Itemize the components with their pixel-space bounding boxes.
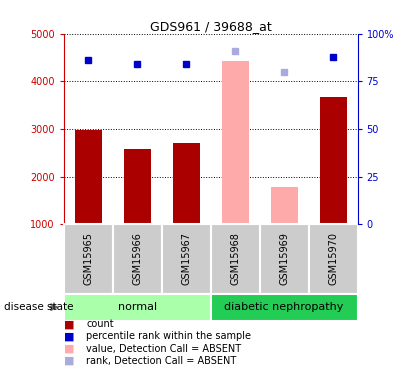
Text: ■: ■ [64,344,74,354]
Bar [113,224,162,294]
Text: value, Detection Call = ABSENT: value, Detection Call = ABSENT [86,344,241,354]
Text: diabetic nephropathy: diabetic nephropathy [224,302,344,312]
Text: GSM15970: GSM15970 [328,232,338,285]
Text: percentile rank within the sample: percentile rank within the sample [86,332,251,342]
Text: GSM15965: GSM15965 [83,232,93,285]
Text: ■: ■ [64,332,74,342]
Bar [162,224,211,294]
Bar [75,130,102,224]
Bar [320,97,346,224]
Bar [124,148,151,224]
Title: GDS961 / 39688_at: GDS961 / 39688_at [150,20,272,33]
Text: ■: ■ [64,356,74,366]
Text: GSM15968: GSM15968 [230,232,240,285]
Bar [270,187,298,224]
Bar [64,224,113,294]
Text: ■: ■ [64,320,74,329]
Bar [309,224,358,294]
Bar [211,224,260,294]
Bar [64,294,210,321]
Text: count: count [86,320,114,329]
Text: GSM15966: GSM15966 [132,232,142,285]
Bar [173,143,200,224]
Bar [260,224,309,294]
Text: GSM15969: GSM15969 [279,232,289,285]
Text: rank, Detection Call = ABSENT: rank, Detection Call = ABSENT [86,356,237,366]
Text: disease state: disease state [4,302,74,312]
Bar [211,294,358,321]
Text: GSM15967: GSM15967 [181,232,191,285]
Text: normal: normal [118,302,157,312]
Bar [222,62,249,224]
